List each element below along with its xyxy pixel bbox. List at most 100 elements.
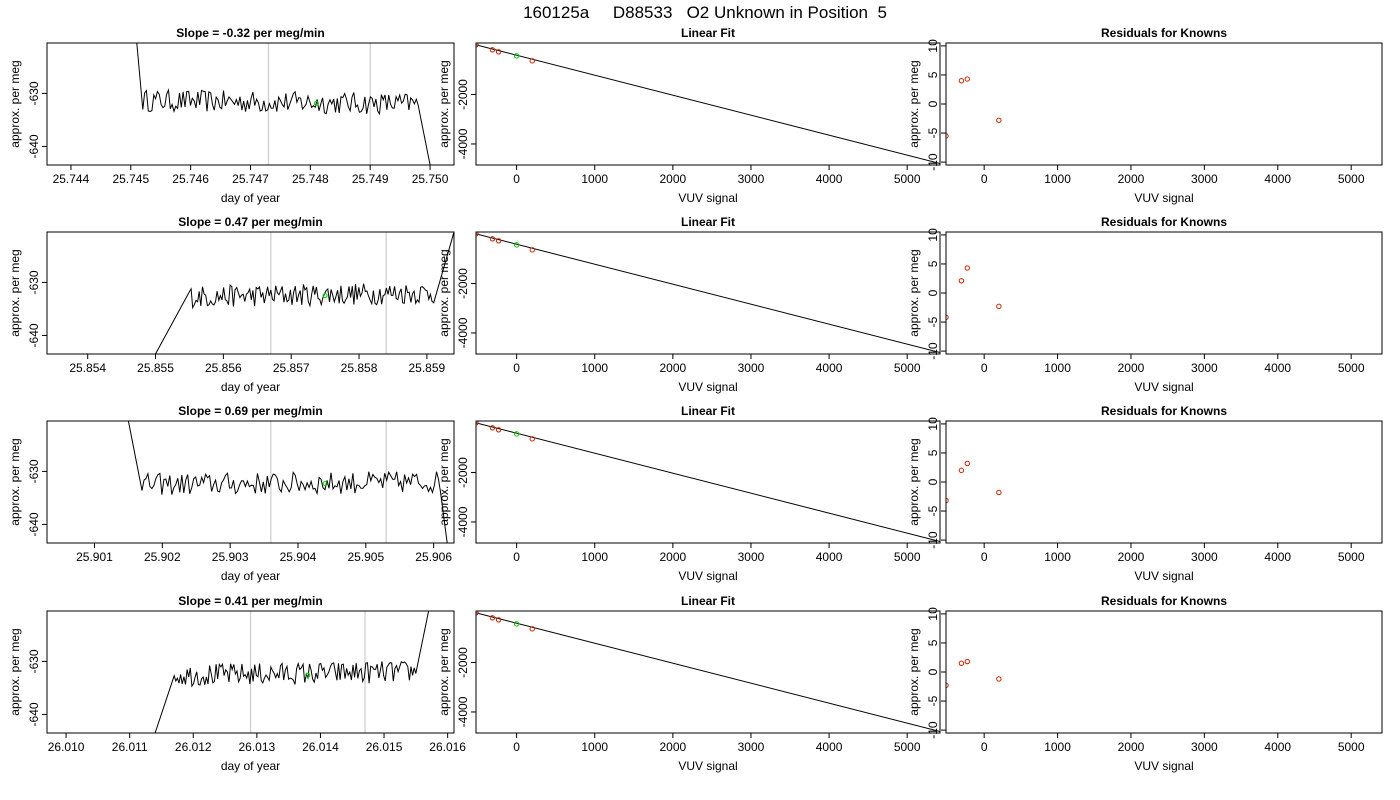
residual-point	[996, 489, 1002, 496]
y-tick-label: -2000	[456, 268, 470, 299]
x-tick-label: 25.858	[341, 361, 378, 375]
known-point	[529, 58, 535, 64]
y-tick-label: -5	[926, 695, 940, 706]
x-tick-label: 4000	[1264, 740, 1291, 754]
x-tick-label: 2000	[659, 740, 686, 754]
x-tick-label: 26.011	[112, 740, 148, 754]
y-tick-label: 0	[926, 100, 940, 107]
x-axis-label: day of year	[221, 191, 280, 205]
panel-title: Slope = -0.32 per meg/min	[176, 26, 324, 40]
x-tick-label: 0	[513, 550, 520, 564]
panel-title: Residuals for Knowns	[1101, 594, 1227, 608]
plot-area	[476, 421, 940, 542]
x-axis-label: day of year	[221, 569, 280, 583]
y-tick-label: -10	[926, 721, 940, 739]
x-tick-label: 25.750	[412, 172, 449, 186]
x-tick-label: 2000	[1118, 740, 1145, 754]
y-axis-label: approx. per meg	[8, 60, 22, 147]
residual-point	[996, 117, 1002, 123]
y-axis-label: approx. per meg	[437, 60, 451, 147]
trace-line	[155, 232, 454, 354]
y-tick-label: 10	[926, 39, 940, 53]
x-tick-label: 4000	[816, 172, 843, 186]
unknown-point	[513, 242, 520, 248]
unknown-point	[305, 672, 311, 678]
x-tick-label: 1000	[581, 550, 608, 564]
figure-title: 160125a D88533 O2 Unknown in Position 5	[523, 3, 887, 22]
x-axis-label: VUV signal	[678, 569, 737, 583]
x-tick-label: 25.746	[172, 172, 209, 186]
y-axis-label: approx. per meg	[437, 628, 451, 715]
residual-point	[946, 682, 949, 689]
x-tick-label: 5000	[894, 740, 921, 754]
residual-point	[946, 133, 949, 139]
x-tick-label: 25.905	[347, 550, 384, 564]
panel-r1-c1: Slope = -0.32 per meg/min day of year appr…	[8, 26, 455, 205]
y-tick-label: -2000	[456, 457, 470, 488]
panel-title: Residuals for Knowns	[1101, 404, 1227, 418]
plot-area	[946, 658, 1002, 689]
residual-point	[946, 497, 949, 504]
plot-area	[155, 232, 454, 354]
x-tick-label: 5000	[1338, 740, 1365, 754]
y-tick-label: -640	[27, 702, 41, 726]
residual-point	[996, 303, 1002, 310]
x-tick-label: 4000	[1264, 361, 1291, 375]
unknown-point	[313, 100, 319, 106]
x-tick-label: 3000	[1191, 361, 1218, 375]
x-tick-label: 3000	[738, 361, 765, 375]
x-tick-label: 25.744	[53, 172, 90, 186]
x-tick-label: 0	[513, 361, 520, 375]
known-point	[529, 247, 535, 253]
plot-area	[946, 265, 1002, 321]
x-tick-label: 1000	[1044, 740, 1071, 754]
y-tick-label: -4000	[456, 696, 470, 727]
residual-point	[958, 278, 965, 284]
residual-point	[964, 265, 970, 271]
plot-frame	[945, 231, 1383, 355]
x-axis-label: day of year	[221, 759, 280, 773]
unknown-point	[513, 53, 520, 59]
x-tick-label: 0	[513, 172, 520, 186]
known-point	[495, 238, 502, 244]
known-point	[476, 611, 479, 616]
x-tick-label: 25.904	[280, 550, 317, 564]
x-tick-label: 1000	[581, 740, 608, 754]
plot-frame	[475, 42, 941, 166]
plot-frame	[475, 610, 941, 734]
residual-point	[996, 676, 1002, 682]
x-axis-label: VUV signal	[1134, 569, 1193, 583]
x-tick-label: 3000	[738, 740, 765, 754]
x-tick-label: 26.013	[239, 740, 276, 754]
trace-line	[127, 421, 448, 543]
y-tick-label: -4000	[456, 506, 470, 537]
x-tick-label: 1000	[1044, 172, 1071, 186]
x-tick-label: 26.010	[48, 740, 85, 754]
y-tick-label: -630	[27, 81, 41, 105]
y-tick-label: 0	[926, 668, 940, 675]
unknown-point	[513, 431, 520, 437]
panel-title: Linear Fit	[681, 594, 735, 608]
x-tick-label: 4000	[816, 361, 843, 375]
known-point	[489, 615, 496, 621]
x-tick-label: 2000	[659, 361, 686, 375]
x-tick-label: 25.855	[137, 361, 174, 375]
y-tick-label: -4000	[456, 317, 470, 348]
known-point	[529, 436, 535, 442]
x-tick-label: 2000	[1118, 172, 1145, 186]
x-axis-label: VUV signal	[678, 380, 737, 394]
known-point	[495, 49, 502, 55]
fit-line	[476, 233, 940, 353]
x-tick-label: 4000	[816, 740, 843, 754]
x-tick-label: 3000	[1191, 740, 1218, 754]
y-tick-label: -5	[926, 127, 940, 138]
panel-title: Residuals for Knowns	[1101, 26, 1227, 40]
y-tick-label: -5	[926, 316, 940, 327]
plot-frame	[46, 610, 455, 734]
panel-r1-c3: Residuals for Knowns VUV signal approx. pe…	[907, 26, 1383, 205]
x-tick-label: 2000	[1118, 361, 1145, 375]
y-tick-label: 10	[926, 607, 940, 621]
residual-point	[964, 76, 970, 82]
x-tick-label: 2000	[659, 172, 686, 186]
